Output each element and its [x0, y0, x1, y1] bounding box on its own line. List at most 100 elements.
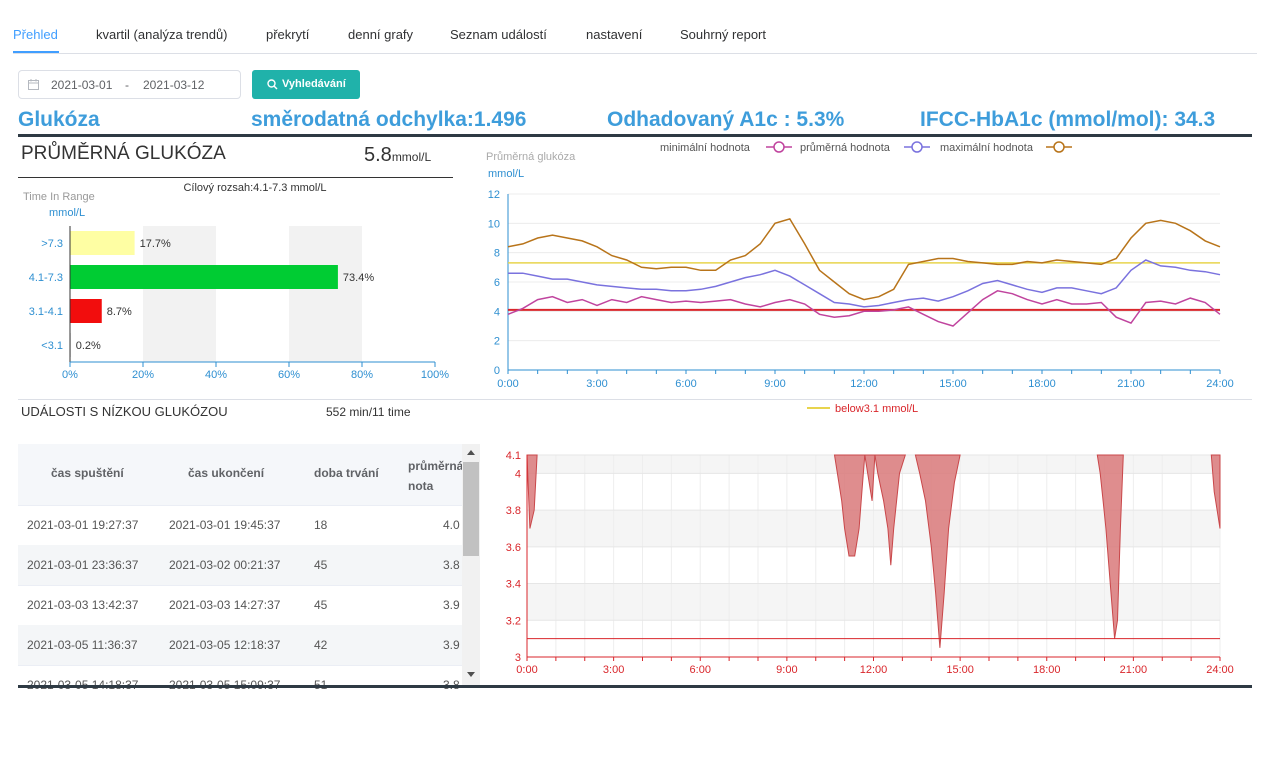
column-end-time[interactable]: čas ukončení [188, 466, 265, 480]
tab-quartile[interactable]: kvartil (analýza trendů) [96, 27, 228, 42]
line-chart-legend-label: minimální hodnota [660, 142, 751, 154]
average-glucose-chart: Průměrná glukóza mmol/L 0 2 4 6 8 10 12 0:00 3:00 6… [486, 141, 1234, 390]
search-icon [267, 79, 278, 90]
section-divider-bottom [18, 685, 1252, 688]
line-chart-x-tick-label: 15:00 [939, 378, 967, 390]
tir-x-tick-label: 0% [62, 369, 78, 381]
column-average-value[interactable]: průměrná nota [408, 459, 462, 493]
tab-daily-charts[interactable]: denní grafy [348, 27, 414, 42]
area-chart-x-tick-label: 18:00 [1033, 664, 1061, 676]
tir-unit: mmol/L [49, 207, 85, 219]
cell-start-time: 2021-03-03 13:42:37 [27, 598, 139, 612]
area-chart-y-tick-label: 3 [515, 652, 521, 664]
date-range-picker[interactable]: 2021-03-01 - 2021-03-12 [18, 70, 241, 99]
cell-average: 3.8 [443, 558, 460, 572]
area-chart-x-tick-label: 3:00 [603, 664, 624, 676]
cell-end-time: 2021-03-01 19:45:37 [169, 518, 281, 532]
table-row[interactable]: 2021-03-01 19:27:37 2021-03-01 19:45:37 18… [18, 505, 462, 546]
average-glucose-value: 5.8mmol/L [364, 144, 431, 167]
low-events-title: UDÁLOSTI S NÍZKOU GLUKÓZOU [21, 404, 228, 419]
area-chart-x-tick-label: 24:00 [1206, 664, 1234, 676]
tir-x-tick-label: 20% [132, 369, 154, 381]
tab-overview[interactable]: Přehled [13, 27, 58, 42]
line-chart-y-tick-label: 12 [488, 189, 500, 201]
area-chart-low-episode [864, 454, 876, 501]
line-chart-x-tick-label: 18:00 [1028, 378, 1056, 390]
stat-glucose: Glukóza [18, 108, 100, 131]
tir-bar [70, 231, 135, 255]
search-button[interactable]: Vyhledávání [252, 70, 360, 99]
line-chart-series-avg [508, 259, 1221, 308]
date-separator: - [125, 78, 129, 92]
cell-duration: 18 [314, 518, 328, 532]
table-scrollbar[interactable] [462, 444, 480, 686]
tir-bar [70, 299, 102, 323]
column-start-time[interactable]: čas spuštění [51, 466, 124, 480]
line-chart-ylabel: mmol/L [488, 168, 524, 180]
section-divider-middle [18, 399, 1252, 400]
tir-grid-band [143, 226, 216, 362]
line-chart-legend-marker [911, 141, 923, 153]
tab-overlay[interactable]: překrytí [266, 27, 310, 42]
area-chart-y-tick-label: 3.4 [506, 579, 521, 591]
line-chart-x-tick-label: 9:00 [764, 378, 785, 390]
table-row[interactable]: 2021-03-01 23:36:37 2021-03-02 00:21:37 45… [18, 545, 462, 586]
line-chart-y-tick-label: 8 [494, 248, 500, 260]
start-date-input[interactable]: 2021-03-01 [51, 78, 113, 92]
tab-bar: Přehled kvartil (analýza trendů) překryt… [13, 0, 1257, 54]
search-button-label: Vyhledávání [282, 78, 346, 90]
end-date-input[interactable]: 2021-03-12 [143, 78, 205, 92]
cell-duration: 45 [314, 598, 328, 612]
table-row[interactable]: 2021-03-05 11:36:37 2021-03-05 12:18:37 42… [18, 625, 462, 666]
tab-settings[interactable]: nastavení [586, 27, 643, 42]
scrollbar-thumb[interactable] [463, 462, 479, 556]
line-chart-y-tick-label: 6 [494, 277, 500, 289]
table-header: čas spuštění čas ukončení doba trvání pr… [18, 444, 462, 506]
low-events-table: čas spuštění čas ukončení doba trvání pr… [18, 444, 480, 689]
tir-title: Time In Range [23, 191, 95, 203]
area-chart-low-episode [526, 454, 538, 529]
table-row[interactable]: 2021-03-03 13:42:37 2021-03-03 14:27:37 45… [18, 585, 462, 626]
cell-end-time: 2021-03-05 15:09:37 [169, 678, 281, 689]
area-chart-x-tick-label: 6:00 [690, 664, 711, 676]
area-chart-x-tick-label: 12:00 [860, 664, 888, 676]
cell-duration: 51 [314, 678, 328, 689]
tir-bar-label: 73.4% [343, 272, 374, 284]
table-row[interactable]: 2021-03-05 14:18:37 2021-03-05 15:09:37 51… [18, 665, 462, 689]
line-chart-series-max [507, 218, 1221, 301]
cell-average: 3.8 [443, 678, 460, 689]
stat-ifcc-hba1c: IFCC-HbA1c (mmol/mol): 34.3 [920, 108, 1216, 131]
tir-x-tick-label: 100% [421, 369, 449, 381]
scroll-down-icon[interactable] [467, 672, 475, 677]
line-chart-legend-label: průměrná hodnota [800, 142, 891, 154]
cell-duration: 42 [314, 638, 328, 652]
area-chart-low-episode [1210, 454, 1221, 529]
column-duration[interactable]: doba trvání [314, 466, 379, 480]
cell-average: 4.0 [443, 518, 460, 532]
cell-end-time: 2021-03-05 12:18:37 [169, 638, 281, 652]
cell-end-time: 2021-03-02 00:21:37 [169, 558, 281, 572]
tab-event-list[interactable]: Seznam událostí [450, 27, 547, 42]
area-chart-x-tick-label: 21:00 [1120, 664, 1148, 676]
line-chart-y-tick-label: 10 [488, 218, 500, 230]
active-tab-indicator [13, 51, 59, 53]
cell-average: 3.9 [443, 638, 460, 652]
cell-end-time: 2021-03-03 14:27:37 [169, 598, 281, 612]
area-chart-low-episode [914, 454, 961, 648]
stat-std-deviation: směrodatná odchylka:1.496 [251, 108, 527, 131]
tir-x-tick-label: 80% [351, 369, 373, 381]
line-chart-y-tick-label: 2 [494, 336, 500, 348]
scroll-up-icon[interactable] [467, 450, 475, 455]
line-chart-x-tick-label: 3:00 [586, 378, 607, 390]
low-events-summary: 552 min/11 time [326, 405, 411, 419]
section-divider-top [18, 134, 1252, 137]
tir-x-tick-label: 60% [278, 369, 300, 381]
tab-summary-report[interactable]: Souhrný report [680, 27, 766, 42]
line-chart-legend-label: maximální hodnota [940, 142, 1034, 154]
line-chart-legend-marker [1053, 141, 1065, 153]
line-chart-y-tick-label: 0 [494, 365, 500, 377]
area-chart-x-tick-label: 15:00 [946, 664, 974, 676]
average-glucose-number: 5.8 [364, 144, 392, 166]
tir-x-tick-label: 40% [205, 369, 227, 381]
area-chart-y-tick-label: 3.6 [506, 542, 521, 554]
